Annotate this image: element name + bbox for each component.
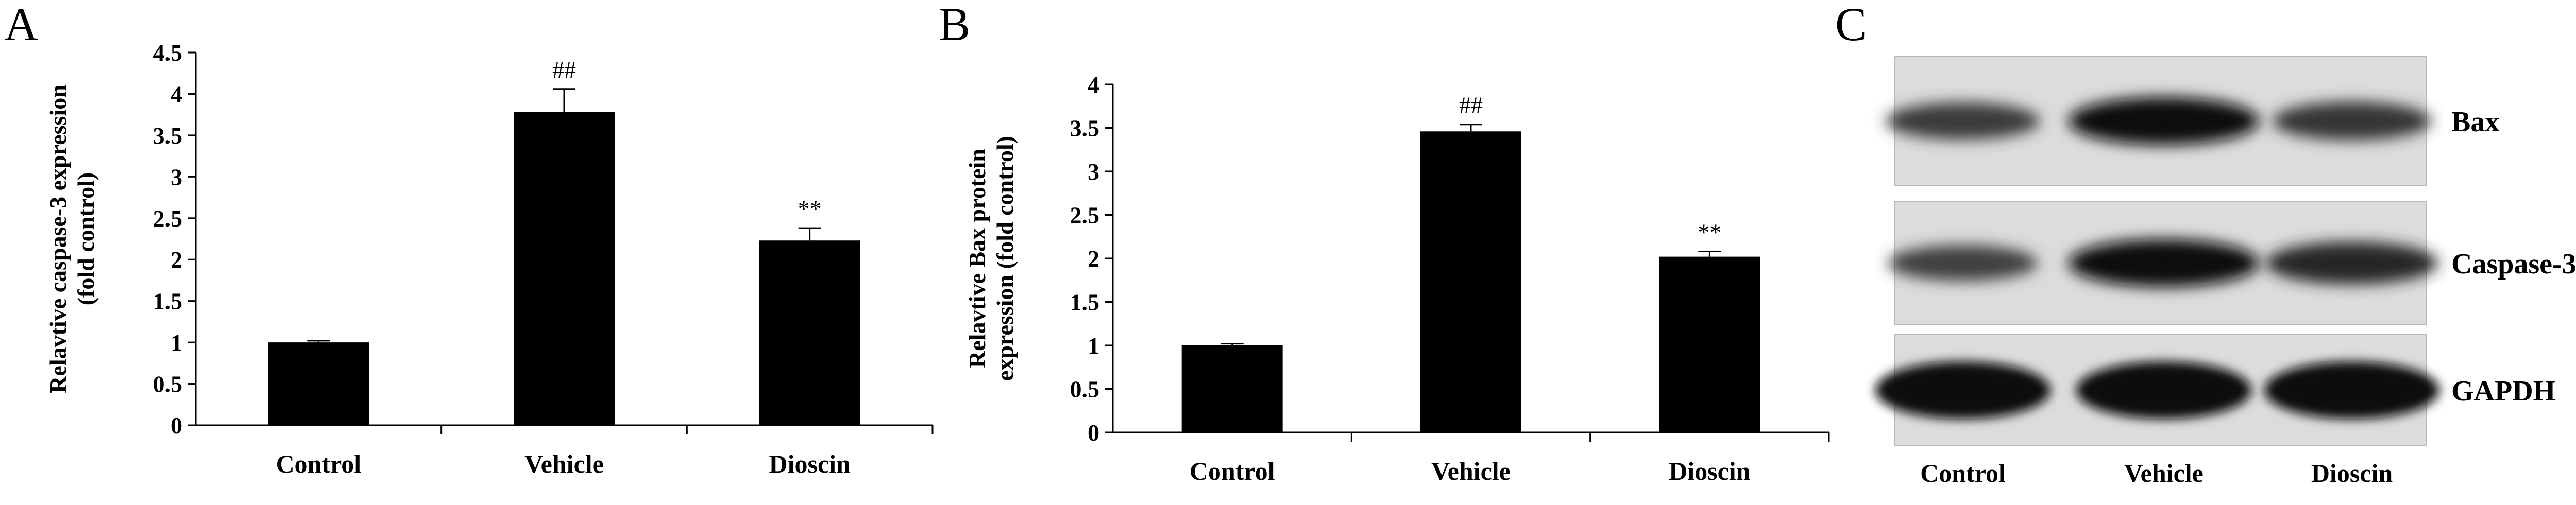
blot-row-bax [1886, 56, 2431, 186]
y-tick-label: 4 [171, 81, 182, 107]
category-label: Dioscin [769, 449, 851, 478]
significance-label: ** [798, 196, 822, 222]
y-tick-label: 3 [1088, 159, 1099, 185]
blot-lane-label: Vehicle [2124, 459, 2204, 487]
y-tick-label: 3.5 [153, 123, 183, 149]
y-tick-label: 1 [1088, 333, 1099, 359]
y-tick-label: 2.5 [153, 205, 183, 232]
blot-band [2264, 361, 2439, 419]
bar-vehicle [514, 112, 615, 426]
bax-bar-chart: 0 0.5 1 1.5 2 2.5 3 3.5 4 Control ## Vehicle ** Diosc… [964, 72, 1830, 485]
blot-row-gapdh [1875, 334, 2439, 446]
bar-vehicle [1420, 131, 1521, 432]
y-tick-label: 3 [171, 164, 182, 190]
blot-row-label: Caspase-3 [2451, 248, 2576, 280]
y-tick-label: 2.5 [1070, 202, 1100, 229]
blot-lane-label: Dioscin [2311, 459, 2393, 487]
y-tick-label: 0 [171, 412, 182, 439]
blot-lane-label: Control [1920, 459, 2006, 487]
y-tick-label: 1 [171, 329, 182, 356]
significance-label: ## [1459, 92, 1483, 118]
category-label: Control [276, 449, 361, 478]
y-tick-label: 2 [171, 247, 182, 273]
blot-row-label: GAPDH [2451, 375, 2555, 407]
y-tick-label: 1.5 [1070, 289, 1100, 316]
y-axis-label: (fold control) [73, 172, 99, 306]
y-tick-label: 1.5 [153, 288, 183, 315]
bar-control [268, 342, 369, 425]
bar-control [1181, 345, 1283, 432]
category-label: Vehicle [524, 449, 604, 478]
category-label: Vehicle [1431, 457, 1511, 485]
y-axis-label: Relavtive Bax protein [964, 149, 990, 368]
blot-band [1888, 245, 2038, 281]
blot-band [2076, 361, 2251, 419]
bar-dioscin [759, 240, 860, 425]
blot-band [1875, 361, 2050, 419]
bar-dioscin [1659, 256, 1760, 432]
y-tick-label: 0.5 [1070, 376, 1100, 403]
blot-band [1886, 102, 2040, 140]
blot-row-caspase-3 [1888, 201, 2438, 325]
y-tick-label: 0.5 [153, 371, 183, 397]
blot-band [2273, 101, 2431, 141]
western-blot-panel: Bax Caspase-3 GAPDH Control Vehicle Dioscin [1875, 56, 2576, 487]
blot-row-label: Bax [2451, 106, 2499, 138]
y-axis-label: expression (fold control) [992, 136, 1018, 381]
y-tick-label: 4 [1088, 72, 1099, 98]
panel-letter-c: C [1835, 0, 1867, 50]
panel-letter-a: A [4, 0, 39, 50]
y-tick-label: 4.5 [153, 40, 183, 66]
y-tick-label: 0 [1088, 420, 1099, 446]
category-label: Dioscin [1669, 457, 1751, 485]
panel-letter-b: B [939, 0, 971, 50]
category-label: Control [1190, 457, 1275, 485]
blot-band [2068, 239, 2260, 287]
caspase3-bar-chart: 0 0.5 1 1.5 2 2.5 3 3.5 4 4.5 Control ## Vehicle ** Di… [45, 40, 934, 478]
y-axis-label: Relavtive caspase-3 expression [45, 84, 71, 393]
significance-label: ## [552, 57, 576, 83]
blot-band [2068, 97, 2260, 145]
significance-label: ** [1698, 219, 1721, 245]
y-tick-label: 3.5 [1070, 115, 1100, 142]
blot-band [2265, 241, 2438, 285]
y-tick-label: 2 [1088, 246, 1099, 272]
